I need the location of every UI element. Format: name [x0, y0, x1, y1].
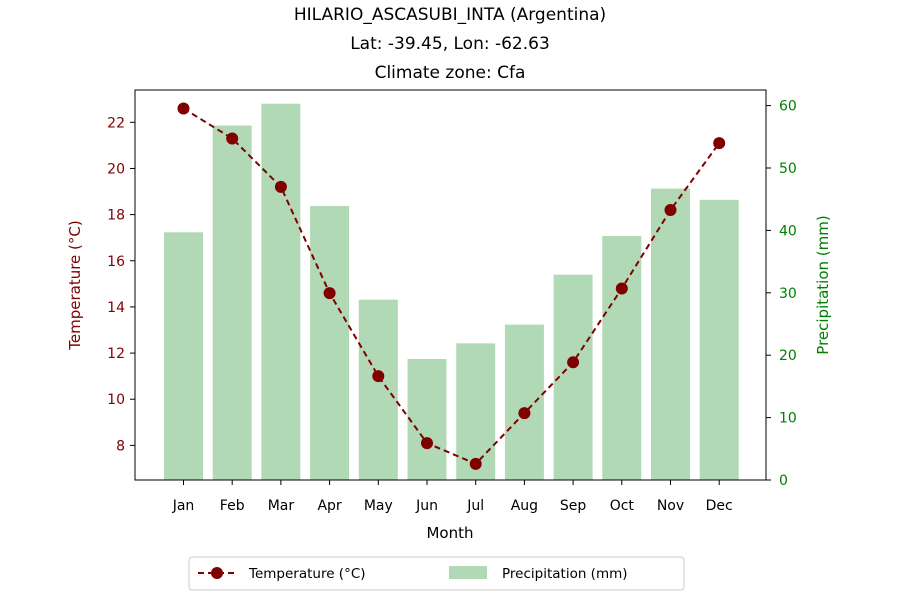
precipitation-bars — [164, 103, 739, 481]
x-tick-label: Feb — [220, 498, 245, 514]
legend: Temperature (°C) Precipitation (mm) — [188, 556, 685, 591]
x-tick-label: May — [364, 498, 393, 514]
precipitation-bar — [310, 206, 350, 480]
y-axis-right: 0 10 20 30 40 50 60 — [766, 99, 797, 489]
x-axis: Jan Feb Mar Apr May Jun Jul Aug Sep Oct Nov Dec — [172, 480, 733, 514]
chart-subtitle-climate: Climate zone: Cfa — [375, 63, 526, 83]
precipitation-bar — [504, 324, 544, 480]
y-right-tick-label: 10 — [779, 411, 797, 427]
x-tick-label: Mar — [268, 498, 295, 514]
chart-title: HILARIO_ASCASUBI_INTA (Argentina) Lat: -… — [294, 5, 606, 83]
precipitation-bar — [407, 358, 447, 480]
precipitation-bar — [212, 125, 252, 481]
precipitation-bar — [651, 188, 690, 481]
x-tick-label: Jun — [415, 498, 438, 514]
y-left-tick-label: 10 — [107, 392, 125, 408]
temperature-point — [421, 437, 433, 450]
temperature-point — [615, 282, 628, 295]
temperature-point — [567, 356, 580, 369]
temperature-series — [177, 102, 726, 470]
precipitation-bar — [164, 232, 203, 480]
temperature-point — [469, 457, 482, 470]
y-left-tick-label: 14 — [107, 300, 125, 316]
precipitation-bar — [602, 236, 642, 480]
x-tick-label: Jan — [172, 498, 195, 514]
x-tick-label: Apr — [317, 498, 341, 514]
x-tick-label: Jul — [466, 498, 484, 514]
precipitation-bar — [261, 103, 301, 480]
chart-title-line: HILARIO_ASCASUBI_INTA (Argentina) — [294, 5, 606, 25]
legend-temperature-label: Temperature (°C) — [248, 566, 366, 582]
temperature-line — [182, 107, 721, 466]
y-right-tick-label: 20 — [779, 348, 797, 364]
y-right-tick-label: 0 — [779, 473, 788, 489]
precipitation-bar — [699, 199, 739, 480]
precipitation-bar — [553, 274, 593, 480]
plot-frame — [134, 89, 767, 481]
y-axis-left: 8 10 12 14 16 18 20 22 — [107, 115, 135, 454]
temperature-point — [226, 132, 239, 145]
y-axis-right-label: Precipitation (mm) — [814, 215, 832, 354]
x-tick-label: Oct — [610, 498, 635, 514]
temperature-point — [177, 102, 190, 115]
y-right-tick-label: 30 — [779, 286, 797, 302]
x-axis-label: Month — [426, 524, 473, 542]
y-left-tick-label: 22 — [107, 115, 125, 131]
chart-subtitle-coords: Lat: -39.45, Lon: -62.63 — [350, 34, 550, 54]
legend-box — [188, 556, 685, 591]
x-tick-label: Nov — [657, 498, 684, 514]
temperature-point — [713, 137, 726, 150]
legend-precipitation-swatch — [449, 566, 487, 579]
temperature-point — [372, 370, 385, 383]
temperature-point — [323, 287, 336, 300]
temperature-point — [664, 204, 677, 216]
y-left-tick-label: 8 — [116, 438, 125, 454]
y-left-tick-label: 12 — [107, 346, 125, 362]
temperature-point — [518, 407, 531, 420]
temperature-point — [274, 180, 287, 193]
y-left-tick-label: 18 — [107, 208, 125, 224]
y-left-tick-label: 16 — [107, 254, 125, 270]
x-tick-label: Sep — [560, 498, 587, 514]
y-right-tick-label: 50 — [779, 161, 797, 177]
x-tick-label: Dec — [706, 498, 733, 514]
legend-precipitation-label: Precipitation (mm) — [502, 566, 628, 582]
precipitation-bar — [358, 299, 398, 480]
y-left-tick-label: 20 — [107, 161, 125, 177]
y-right-tick-label: 40 — [779, 223, 797, 239]
y-right-tick-label: 60 — [779, 99, 797, 115]
y-axis-left-label: Temperature (°C) — [66, 220, 84, 350]
x-tick-label: Aug — [511, 498, 538, 514]
legend-temperature-marker — [211, 567, 223, 579]
